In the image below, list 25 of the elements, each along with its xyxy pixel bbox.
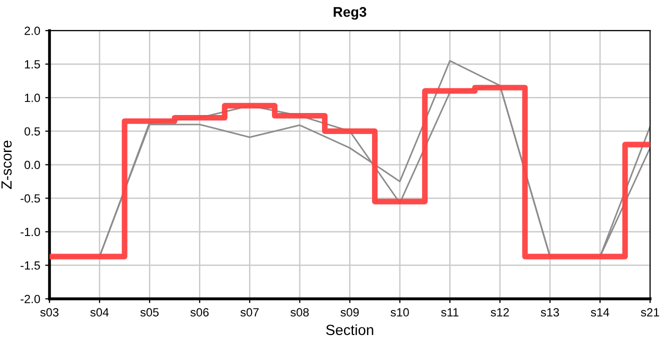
y-tick-label: 0.5 [24,127,40,136]
x-tick-label: s10 [390,308,409,316]
y-axis-title: Z-score [2,140,12,189]
x-tick-label: s04 [90,308,109,316]
y-tick-label: -0.5 [20,194,40,203]
x-tick-label: s05 [140,308,159,316]
y-tick-label: 0.0 [24,160,40,170]
y-tick-label: 1.0 [24,94,40,102]
x-tick-label: s11 [441,308,458,316]
x-tick-label: s12 [490,308,509,316]
x-tick-label: s07 [240,308,259,316]
x-tick-label: s09 [340,308,359,316]
y-tick-label: 2.0 [24,26,40,35]
x-axis-title: Section [326,324,374,336]
x-tick-label: s08 [290,308,309,316]
x-tick-label: s06 [190,308,209,316]
y-tick-label: -1.0 [20,228,40,236]
chart-title: Reg3 [334,7,366,20]
y-tick-label: 1.5 [24,60,40,69]
x-tick-label: s13 [540,308,559,316]
x-tick-label: s14 [590,308,610,316]
x-tick-label: s21 [640,308,660,316]
y-tick-label: -1.5 [20,261,40,270]
y-tick-label: -2.0 [20,294,40,304]
x-tick-label: s03 [40,308,58,316]
